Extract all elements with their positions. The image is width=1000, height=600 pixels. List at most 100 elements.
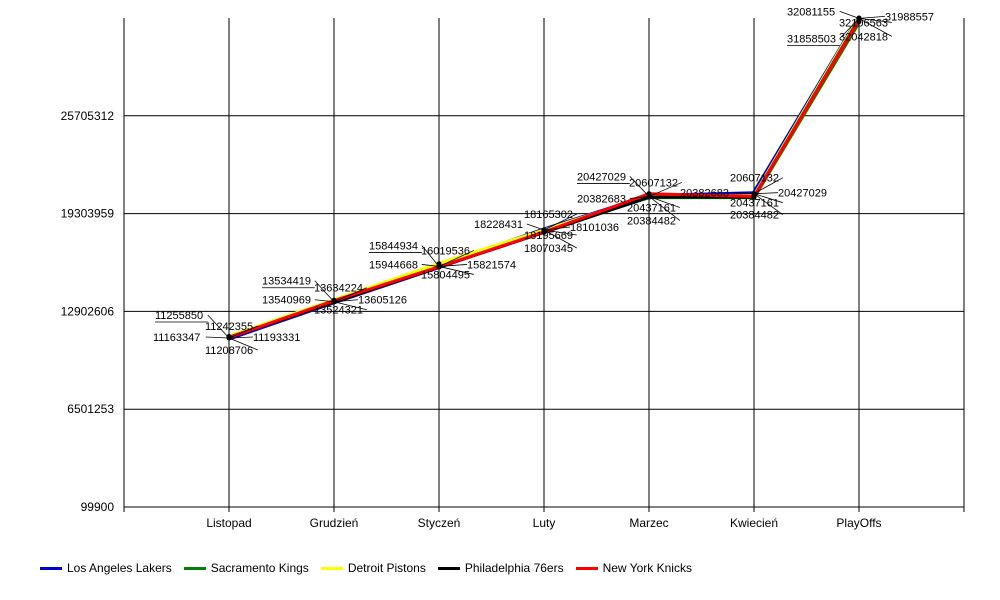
data-label: 11208706 [205, 345, 253, 357]
data-label-leader [438, 250, 474, 267]
data-label-leader [207, 314, 230, 339]
data-label-leader [858, 15, 886, 19]
legend-item: Los Angeles Lakers [40, 561, 172, 575]
x-tick-label: Styczeń [418, 516, 461, 530]
data-label: 11242355 [205, 321, 253, 333]
legend-label: Philadelphia 76ers [464, 561, 564, 575]
y-tick-label: 6501253 [67, 402, 114, 416]
data-label: 20607132 [629, 177, 678, 189]
data-label-leader [753, 193, 783, 204]
data-label: 15804495 [421, 269, 470, 281]
data-label-leader [438, 266, 474, 275]
x-tick-label: Marzec [629, 516, 668, 530]
data-label: 20384482 [627, 215, 676, 227]
data-label-leader [333, 299, 359, 303]
data-label-leader [438, 264, 468, 267]
data-label: 20427029 [577, 171, 626, 183]
legend-label: New York Knicks [602, 561, 692, 575]
data-label: 15844934 [369, 240, 418, 252]
data-label-leader [228, 336, 254, 339]
x-tick-label: Listopad [206, 516, 251, 530]
data-label: 20427029 [778, 188, 827, 200]
data-label-leader [543, 229, 577, 249]
data-label-leader [648, 182, 682, 197]
data-label: 20382683 [577, 193, 626, 205]
x-tick-label: Luty [533, 516, 556, 530]
data-label: 20607132 [730, 173, 779, 185]
data-label-leader [732, 192, 755, 195]
data-label-leader [228, 337, 258, 351]
legend-swatch [40, 566, 62, 570]
data-label: 18228431 [474, 219, 523, 231]
data-label-leader [753, 193, 784, 216]
legend-item: Sacramento Kings [183, 561, 309, 575]
y-tick-label: 19303959 [61, 207, 115, 221]
data-label-leader [421, 245, 440, 267]
data-label: 32081155 [787, 6, 835, 18]
legend-label: Sacramento Kings [210, 561, 309, 575]
data-label-leader [753, 192, 779, 195]
data-label-leader [648, 196, 681, 221]
data-label-leader [629, 196, 650, 199]
data-label: 13540969 [262, 295, 311, 307]
data-label: 18070345 [524, 243, 573, 255]
data-label: 13605126 [358, 295, 407, 307]
data-point [751, 193, 757, 199]
data-label-leader [228, 325, 258, 339]
data-label: 31858503 [787, 33, 836, 45]
legend-item: Philadelphia 76ers [437, 561, 564, 575]
data-label: 18101036 [570, 222, 619, 234]
x-tick-label: PlayOffs [836, 516, 881, 530]
data-label-leader [543, 213, 577, 231]
data-label: 20437161 [730, 198, 779, 210]
data-label-leader [333, 301, 367, 311]
data-label-leader [314, 280, 335, 303]
data-label-leader [543, 229, 577, 236]
data-label: 32106563 [839, 17, 888, 29]
legend-swatch [575, 566, 598, 570]
data-label-leader [421, 264, 440, 267]
data-label: 18165302 [524, 209, 573, 221]
legend-item: Detroit Pistons [320, 561, 426, 575]
data-label: 13634224 [314, 283, 363, 295]
chart-legend: Los Angeles Lakers Sacramento Kings Detroi… [40, 561, 692, 575]
line-chart: 99900 6501253 12902606 19303959 25705312 List… [61, 6, 965, 530]
data-label-leader [543, 226, 571, 231]
data-label: 20384482 [730, 210, 779, 222]
data-label: 18195669 [524, 230, 573, 242]
y-tick-label: 99900 [81, 500, 115, 514]
data-label-leader [858, 17, 892, 23]
data-label: 31988557 [885, 11, 934, 23]
data-label-leader [839, 18, 860, 39]
data-label: 20437161 [627, 202, 676, 214]
data-label: 11255850 [155, 310, 203, 322]
legend-swatch [437, 566, 460, 570]
legend-swatch [183, 566, 206, 570]
legend-swatch [320, 566, 343, 570]
y-tick-label: 25705312 [61, 109, 115, 123]
data-label-leader [526, 223, 545, 231]
legend-item: New York Knicks [575, 561, 692, 575]
data-label: 13534419 [262, 276, 311, 288]
data-label-leader [858, 18, 892, 37]
data-label: 20382683 [680, 188, 729, 200]
data-label-leader [839, 11, 860, 19]
x-tick-label: Kwiecień [730, 516, 778, 530]
legend-label: Detroit Pistons [347, 561, 426, 575]
data-label: 11163347 [153, 332, 200, 344]
data-label: 13524321 [314, 305, 363, 317]
data-label: 16019536 [421, 245, 470, 257]
x-tick-label: Grudzień [310, 516, 359, 530]
data-label: 11193331 [253, 332, 300, 344]
data-label-leader [629, 176, 650, 197]
data-label-leader [314, 299, 335, 303]
data-label-leader [333, 287, 367, 303]
data-label: 32042818 [839, 31, 888, 43]
data-label-leader [753, 177, 783, 195]
data-label: 15821574 [467, 259, 516, 271]
data-label: 15944668 [369, 259, 418, 271]
data-label-leader [648, 196, 680, 208]
data-label-leader [205, 336, 230, 339]
y-tick-label: 12902606 [61, 304, 115, 318]
legend-label: Los Angeles Lakers [67, 561, 172, 575]
